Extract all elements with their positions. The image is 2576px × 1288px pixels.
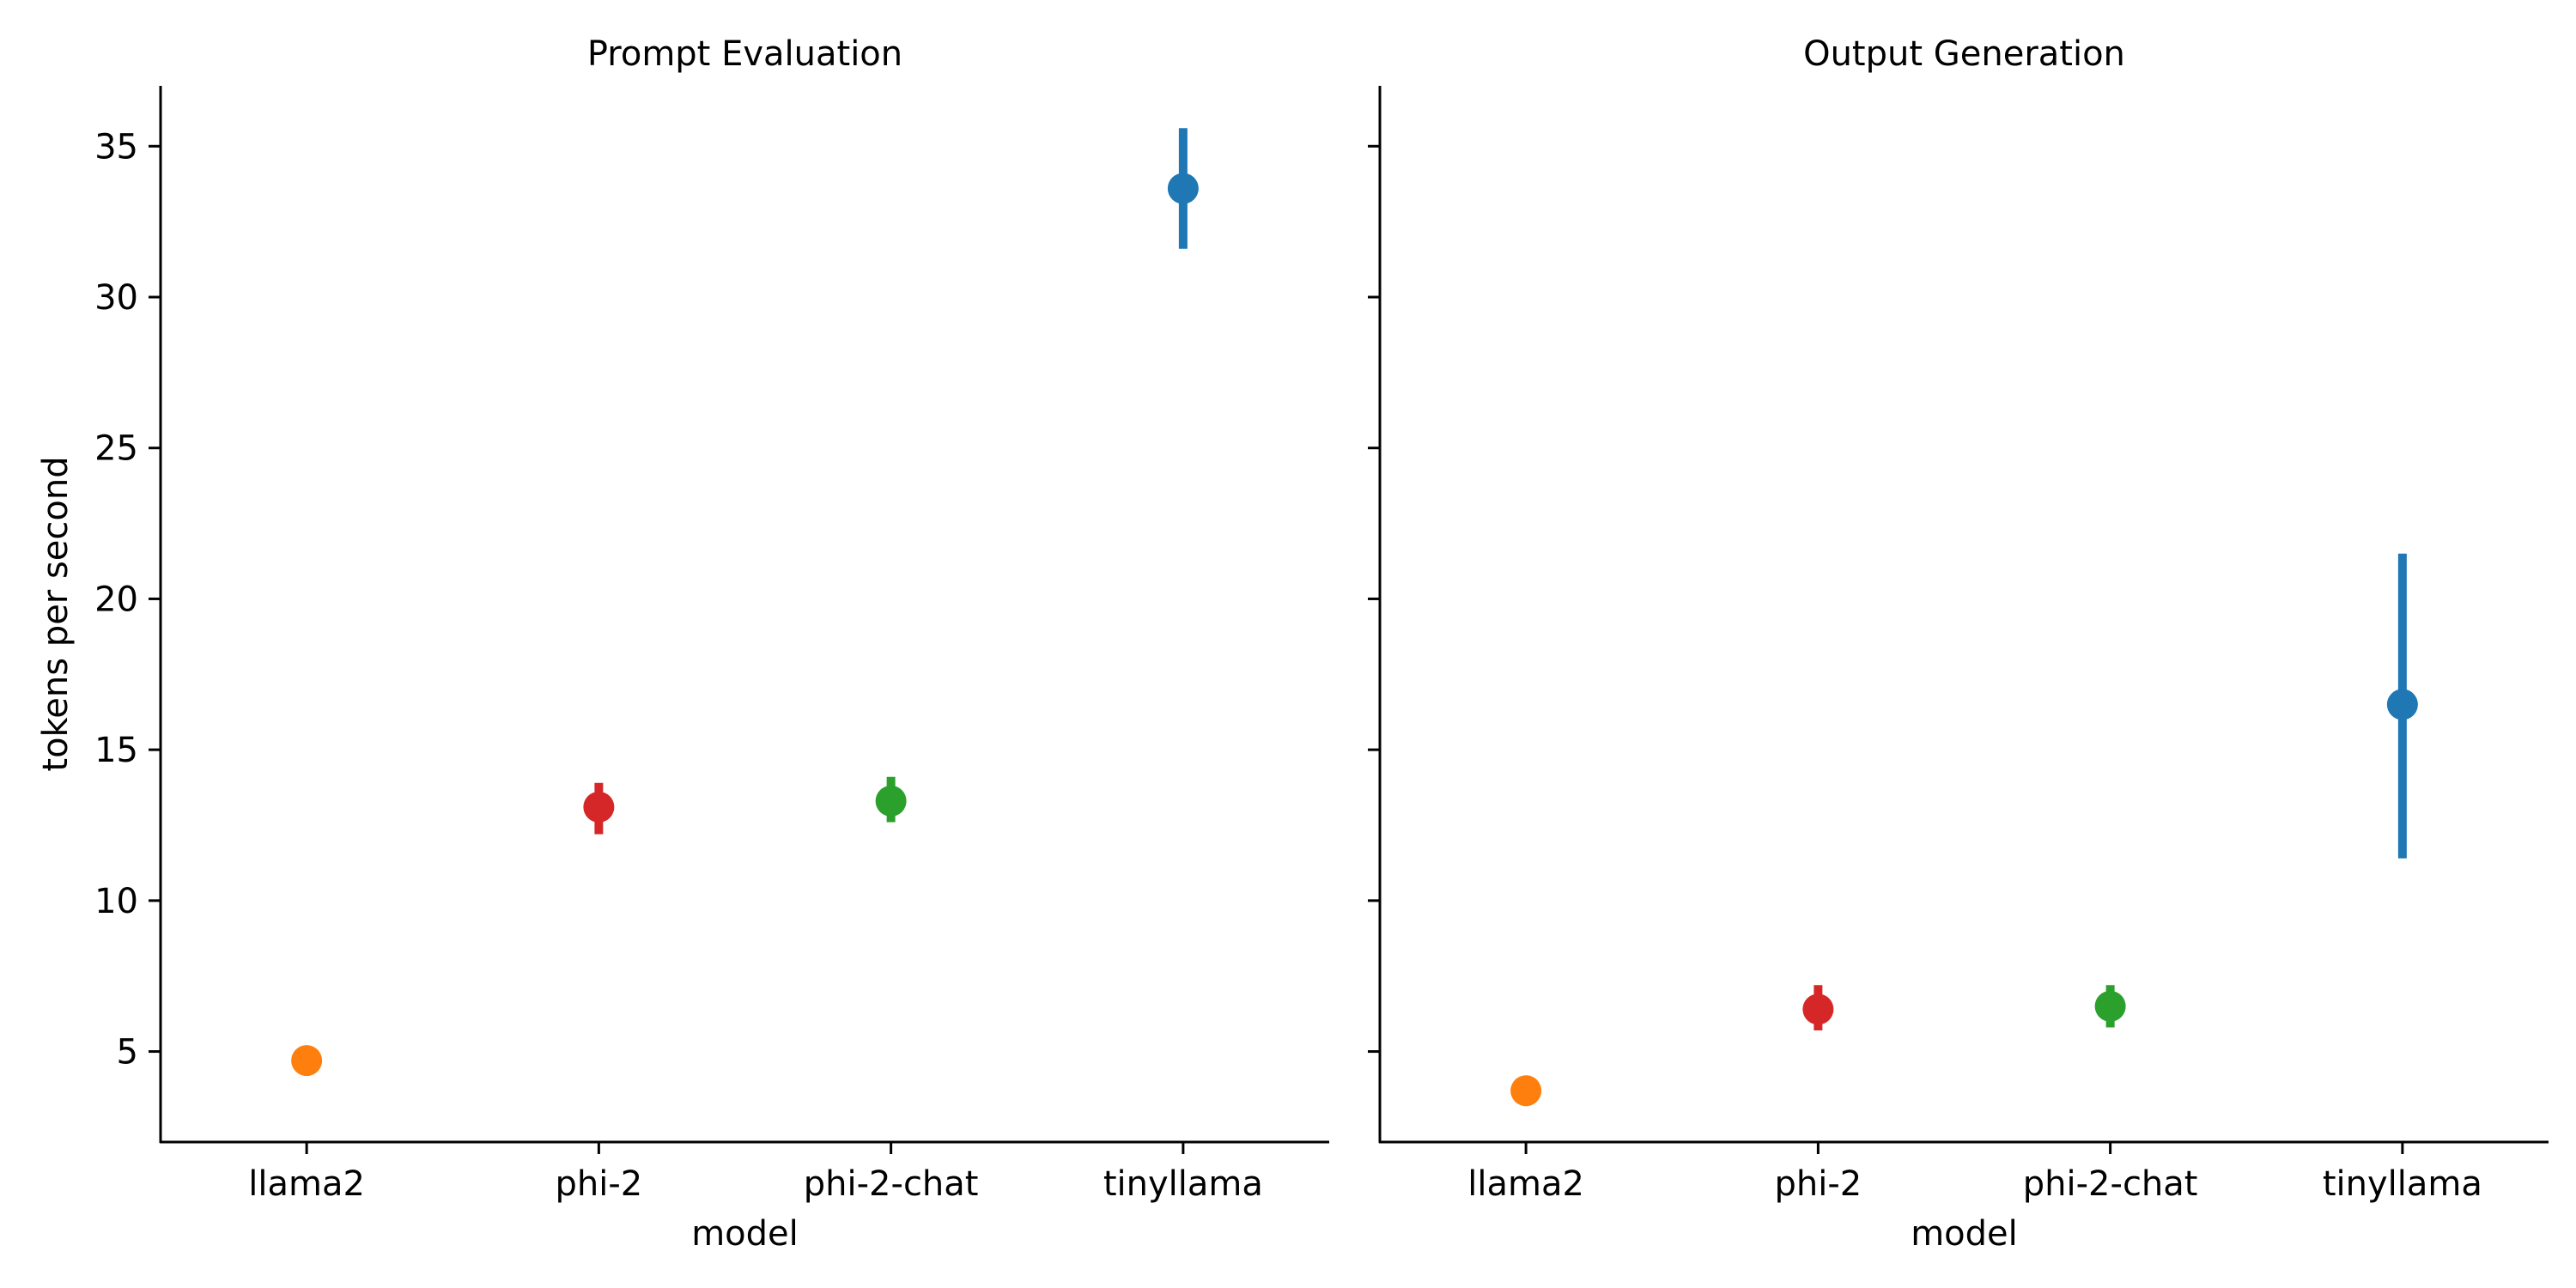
y-tick-label: 10 (94, 882, 138, 921)
y-tick-label: 5 (117, 1033, 138, 1072)
data-point (1510, 1075, 1542, 1107)
data-point (583, 791, 615, 823)
x-tick-label: phi-2 (556, 1164, 643, 1204)
data-point (291, 1045, 323, 1077)
data-point (875, 785, 907, 817)
x-tick-label: tinyllama (1103, 1164, 1263, 1204)
data-point (1167, 173, 1199, 204)
panel-title: Output Generation (1803, 34, 2125, 74)
x-axis-title: model (691, 1214, 799, 1254)
x-axis-title: model (1911, 1214, 2018, 1254)
x-tick-label: phi-2-chat (2023, 1164, 2198, 1204)
y-tick-label: 30 (94, 278, 138, 318)
x-tick-label: llama2 (248, 1164, 365, 1204)
y-tick-label: 25 (94, 429, 138, 469)
panel-title: Prompt Evaluation (587, 34, 902, 74)
y-tick-label: 35 (94, 127, 138, 167)
x-tick-label: phi-2-chat (804, 1164, 979, 1204)
y-tick-label: 20 (94, 580, 138, 619)
data-point (2386, 689, 2418, 720)
x-tick-label: phi-2 (1775, 1164, 1862, 1204)
data-point (1802, 993, 1834, 1025)
y-axis-title: tokens per second (36, 456, 76, 771)
data-point (2094, 990, 2126, 1022)
y-tick-label: 15 (94, 731, 138, 770)
x-tick-label: llama2 (1467, 1164, 1584, 1204)
x-tick-label: tinyllama (2323, 1164, 2482, 1204)
